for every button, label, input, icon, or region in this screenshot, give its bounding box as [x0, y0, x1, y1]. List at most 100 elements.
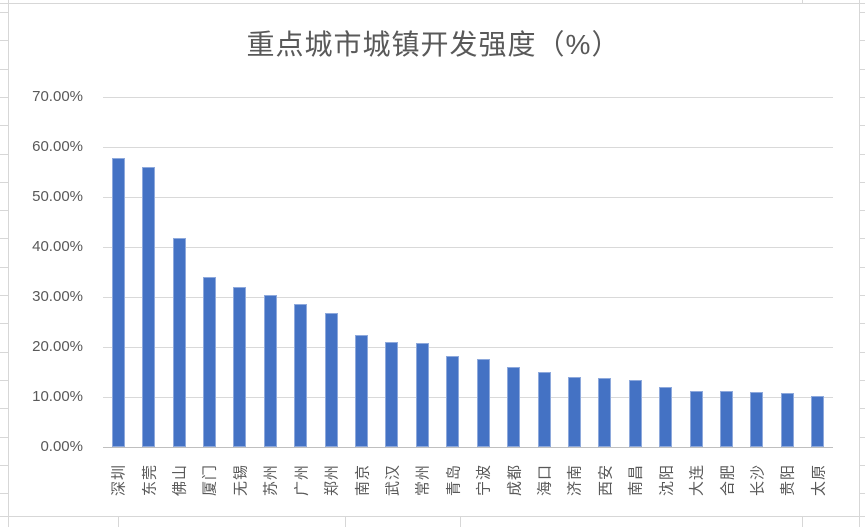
sheet-tick — [0, 96, 8, 98]
bar-沈阳 — [659, 387, 673, 447]
x-tick-label: 郑州 — [323, 463, 341, 497]
sheet-tick — [460, 516, 461, 527]
bar-贵阳 — [780, 392, 794, 447]
sheet-tick — [859, 408, 865, 410]
sheet-tick — [859, 125, 865, 127]
bar-合肥 — [720, 391, 734, 447]
sheet-tick — [859, 181, 865, 183]
sheet-tick — [859, 493, 865, 495]
x-tick-label: 青岛 — [445, 463, 463, 497]
x-tick-label: 佛山 — [171, 463, 189, 497]
gridline-30 — [103, 297, 833, 298]
x-tick-label: 合肥 — [719, 463, 737, 497]
sheet-gridline-left — [8, 0, 9, 527]
sheet-tick — [859, 68, 865, 70]
sheet-tick — [0, 493, 8, 495]
gridline-60 — [103, 147, 833, 148]
sheet-tick — [859, 351, 865, 353]
y-tick-label: 10.00% — [32, 388, 83, 405]
sheet-tick — [859, 40, 865, 42]
bar-海口 — [537, 371, 551, 447]
sheet-tick — [0, 323, 8, 325]
bar-济南 — [567, 377, 581, 447]
sheet-tick — [0, 351, 8, 353]
bar-深圳 — [111, 158, 125, 447]
sheet-tick — [345, 516, 346, 527]
gridline-70 — [103, 97, 833, 98]
bar-大连 — [689, 390, 703, 447]
x-tick-label: 常州 — [414, 463, 432, 497]
sheet-tick — [0, 153, 8, 155]
x-tick-label: 厦门 — [201, 463, 219, 497]
x-tick-label: 大连 — [688, 463, 706, 497]
sheet-tick — [859, 12, 865, 13]
sheet-tick — [859, 379, 865, 381]
sheet-tick — [859, 153, 865, 155]
bar-苏州 — [263, 295, 277, 447]
x-tick-label: 太原 — [810, 463, 828, 497]
bar-南京 — [355, 334, 369, 447]
sheet-tick — [859, 295, 865, 296]
x-tick-label: 济南 — [566, 463, 584, 497]
y-tick-label: 0.00% — [40, 438, 83, 455]
bar-佛山 — [172, 238, 186, 447]
bar-常州 — [415, 342, 429, 447]
y-tick-label: 40.00% — [32, 238, 83, 255]
gridline-50 — [103, 197, 833, 198]
sheet-tick — [0, 238, 8, 240]
bar-西安 — [598, 377, 612, 447]
bar-东莞 — [142, 167, 156, 447]
y-tick-label: 60.00% — [32, 138, 83, 155]
plot-area — [103, 97, 833, 448]
bar-厦门 — [202, 277, 216, 447]
x-tick-label: 深圳 — [110, 463, 128, 497]
x-tick-label: 沈阳 — [658, 463, 676, 497]
sheet-tick — [859, 323, 865, 325]
sheet-tick — [0, 181, 8, 183]
sheet-gridline-right — [859, 0, 860, 527]
sheet-column-tick — [802, 0, 803, 4]
x-tick-label: 苏州 — [262, 463, 280, 497]
x-tick-label: 长沙 — [749, 463, 767, 497]
bar-宁波 — [476, 359, 490, 447]
x-tick-label: 西安 — [597, 463, 615, 497]
y-tick-label: 50.00% — [32, 188, 83, 205]
bar-武汉 — [385, 342, 399, 447]
sheet-tick — [118, 516, 119, 527]
x-tick-label: 无锡 — [232, 463, 250, 497]
sheet-tick — [0, 436, 8, 438]
bar-郑州 — [324, 312, 338, 447]
bar-青岛 — [446, 356, 460, 447]
sheet-tick — [0, 68, 8, 70]
x-tick-label: 成都 — [506, 463, 524, 497]
x-tick-label: 海口 — [536, 463, 554, 497]
sheet-tick — [0, 40, 8, 42]
bar-南昌 — [628, 380, 642, 447]
sheet-tick — [859, 210, 865, 212]
x-tick-label: 宁波 — [475, 463, 493, 497]
x-tick-label: 武汉 — [384, 463, 402, 497]
sheet-gridline-bottom — [0, 516, 865, 517]
y-tick-label: 70.00% — [32, 88, 83, 105]
sheet-tick — [859, 238, 865, 240]
x-tick-label: 东莞 — [141, 463, 159, 497]
bar-成都 — [507, 366, 521, 447]
sheet-tick — [859, 464, 865, 466]
sheet-tick — [802, 516, 803, 527]
sheet-tick — [0, 210, 8, 212]
x-tick-label: 广州 — [293, 463, 311, 497]
sheet-gridline-top — [0, 3, 865, 4]
gridline-0 — [103, 447, 833, 448]
x-tick-label: 南昌 — [627, 463, 645, 497]
sheet-tick — [0, 295, 8, 296]
sheet-tick — [859, 266, 865, 268]
sheet-tick — [0, 125, 8, 127]
y-tick-label: 30.00% — [32, 288, 83, 305]
sheet-tick — [0, 408, 8, 410]
y-tick-label: 20.00% — [32, 338, 83, 355]
x-tick-label: 贵阳 — [779, 463, 797, 497]
sheet-tick — [0, 12, 8, 13]
chart-title: 重点城市城镇开发强度（%） — [246, 29, 621, 60]
sheet-tick — [0, 464, 8, 466]
gridline-20 — [103, 347, 833, 348]
